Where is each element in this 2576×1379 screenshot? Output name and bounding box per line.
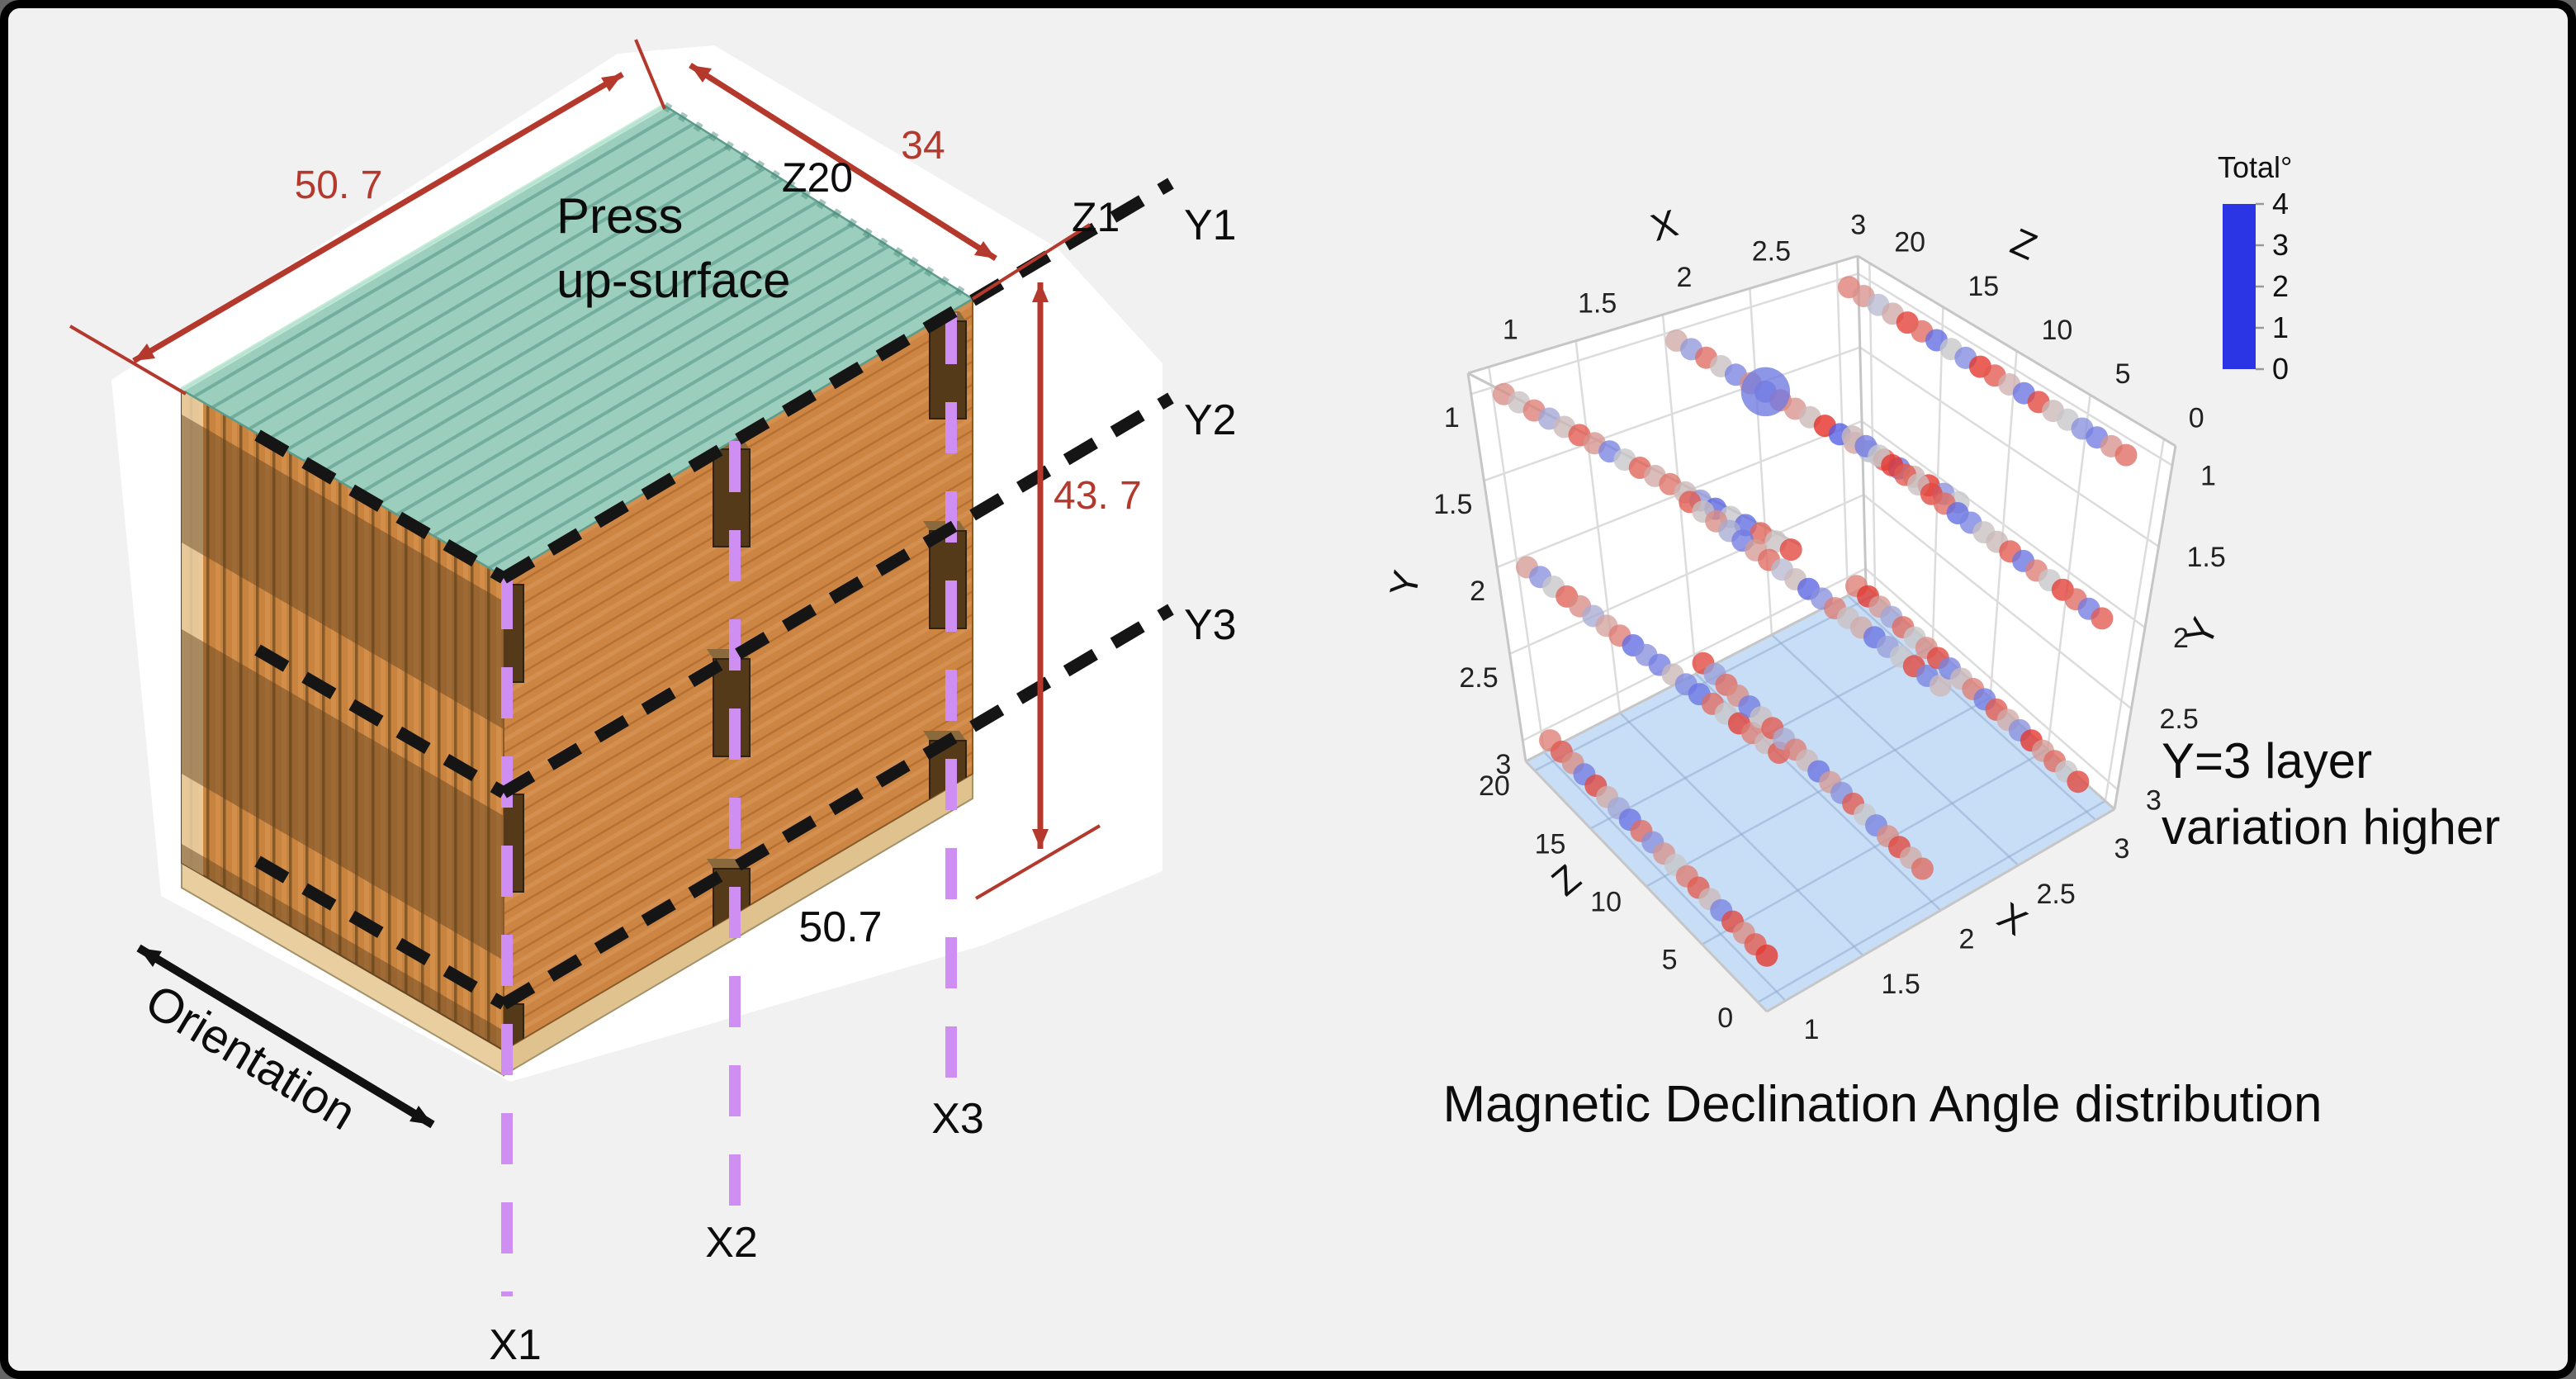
svg-text:1.5: 1.5 bbox=[1882, 969, 1920, 1000]
y2-label: Y2 bbox=[1184, 396, 1237, 444]
svg-text:0: 0 bbox=[1717, 1002, 1733, 1034]
y-sampling-lines bbox=[254, 178, 1174, 1010]
x2-label: X2 bbox=[705, 1219, 758, 1267]
chart-caption: Magnetic Declination Angle distribution bbox=[1442, 1076, 2323, 1133]
svg-text:1: 1 bbox=[1444, 402, 1460, 434]
orientation-arrow bbox=[136, 944, 435, 1129]
svg-text:4: 4 bbox=[2272, 187, 2289, 220]
y2-dash-right bbox=[500, 392, 1174, 798]
svg-text:20: 20 bbox=[1479, 770, 1510, 802]
svg-text:3: 3 bbox=[2114, 833, 2129, 865]
colorbar-title: Total° bbox=[2218, 150, 2292, 184]
svg-text:2: 2 bbox=[2173, 623, 2189, 654]
x-sampling-lines bbox=[501, 313, 957, 1296]
svg-text:1: 1 bbox=[2200, 461, 2216, 492]
dim-50-7-top-label: 50. 7 bbox=[295, 163, 383, 207]
y1-dash-right bbox=[500, 178, 1174, 584]
plot-gridlines bbox=[1470, 262, 2173, 1003]
svg-text:15: 15 bbox=[1535, 828, 1566, 860]
block-illustration: 50. 7 34 43. 7 50.7 Z20 Z1 Y1 Y2 Y3 X1 X… bbox=[69, 39, 1237, 1369]
svg-text:3: 3 bbox=[1495, 749, 1511, 780]
svg-text:3: 3 bbox=[1850, 210, 1866, 241]
x-axis-title-bottom: X bbox=[1991, 893, 2035, 943]
svg-text:5: 5 bbox=[2115, 358, 2131, 390]
z20-label: Z20 bbox=[782, 154, 853, 201]
y3-dash-left bbox=[254, 855, 507, 1010]
y3-label: Y3 bbox=[1184, 601, 1237, 649]
outlier-point bbox=[1740, 367, 1791, 417]
svg-text:2.5: 2.5 bbox=[1752, 235, 1791, 267]
svg-text:5: 5 bbox=[1662, 945, 1678, 976]
x3-label: X3 bbox=[931, 1095, 984, 1143]
dim-34-label: 34 bbox=[901, 124, 945, 168]
svg-text:10: 10 bbox=[1590, 887, 1622, 918]
svg-text:3: 3 bbox=[2146, 784, 2162, 816]
y1-label: Y1 bbox=[1184, 201, 1237, 249]
annotation-line-2: variation higher bbox=[2162, 798, 2501, 855]
svg-text:1: 1 bbox=[1804, 1014, 1820, 1045]
svg-text:20: 20 bbox=[1894, 227, 1925, 258]
annotation-line-1: Y=3 layer bbox=[2162, 733, 2373, 789]
x1-label: X1 bbox=[489, 1321, 542, 1369]
press-surface-label-1: Press bbox=[556, 188, 683, 244]
svg-text:1.5: 1.5 bbox=[1433, 489, 1472, 520]
plot-tick-labels: 11.522.532015105011.522.5311.522.5320151… bbox=[1433, 210, 2226, 1045]
svg-text:2.5: 2.5 bbox=[1459, 662, 1498, 694]
svg-text:1.5: 1.5 bbox=[2187, 542, 2226, 573]
svg-text:2.5: 2.5 bbox=[2159, 704, 2198, 735]
svg-text:1: 1 bbox=[2272, 310, 2289, 344]
scatter-points bbox=[1493, 276, 2138, 967]
chart-annotation: Y=3 layer variation higher bbox=[2162, 728, 2500, 860]
y-axis-title-left: Y bbox=[1381, 566, 1428, 600]
dim-50-7-bottom-label: 50.7 bbox=[798, 903, 882, 951]
scatter3d-plot: 11.522.532015105011.522.5311.522.5320151… bbox=[1381, 150, 2293, 1045]
press-surface-label-2: up-surface bbox=[556, 253, 790, 308]
svg-text:0: 0 bbox=[2189, 402, 2204, 434]
svg-text:1.5: 1.5 bbox=[1578, 288, 1617, 320]
x-axis-title-top: X bbox=[1646, 201, 1683, 249]
svg-text:2: 2 bbox=[1677, 262, 1693, 293]
svg-text:10: 10 bbox=[2042, 315, 2073, 346]
svg-text:2: 2 bbox=[2272, 269, 2289, 303]
colorbar: Total°4 3 2 1 0 bbox=[2218, 150, 2292, 386]
dim-43-7-label: 43. 7 bbox=[1054, 474, 1142, 518]
z1-label: Z1 bbox=[1072, 194, 1120, 240]
y2-dash-left bbox=[254, 644, 507, 798]
z-axis-title-bottom: Z bbox=[1543, 856, 1589, 904]
y3-dash-right bbox=[500, 604, 1174, 1010]
svg-text:2: 2 bbox=[1470, 576, 1485, 607]
svg-text:1: 1 bbox=[1503, 314, 1518, 345]
y1-dash-left bbox=[254, 429, 507, 584]
orientation-label: Orientation bbox=[136, 974, 365, 1140]
svg-text:3: 3 bbox=[2272, 228, 2289, 262]
svg-text:2.5: 2.5 bbox=[2036, 879, 2075, 910]
svg-text:2: 2 bbox=[1959, 924, 1975, 955]
svg-text:0: 0 bbox=[2272, 352, 2289, 386]
dimension-lines bbox=[69, 39, 1101, 900]
z-axis-title-top: Z bbox=[2005, 220, 2043, 268]
svg-text:15: 15 bbox=[1968, 271, 1999, 302]
